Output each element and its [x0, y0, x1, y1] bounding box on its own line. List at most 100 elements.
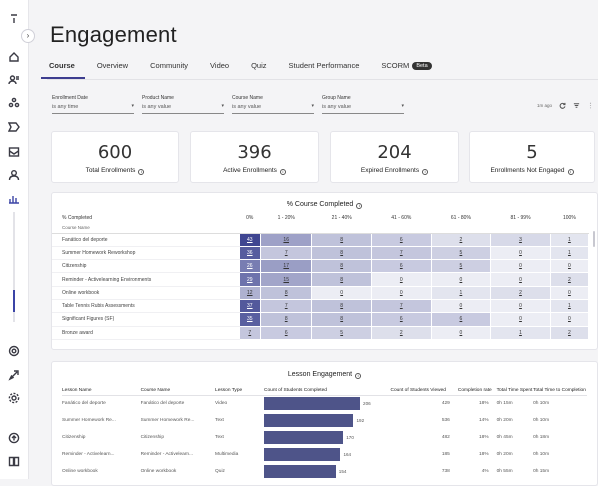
groups-icon[interactable] — [7, 96, 21, 110]
heatmap-cell[interactable]: 7 — [260, 245, 313, 261]
heatmap-col-header[interactable]: 100% — [563, 215, 576, 221]
info-icon[interactable]: i — [356, 203, 363, 209]
info-icon[interactable]: i — [567, 169, 574, 175]
heatmap-cell[interactable]: 16 — [260, 232, 313, 247]
lesson-col-header[interactable]: Course Name — [140, 387, 216, 396]
heatmap-col-header[interactable]: 81 - 99% — [510, 215, 531, 221]
heatmap-cell[interactable]: 6 — [430, 312, 492, 327]
rocket-icon[interactable] — [7, 368, 21, 382]
heatmap-cell[interactable]: 1 — [549, 232, 590, 247]
rail-scroll-track[interactable] — [13, 212, 15, 322]
lesson-col-header[interactable]: Total Time to Completion — [533, 387, 587, 396]
tab-overview[interactable]: Overview — [96, 61, 129, 70]
heatmap-cell[interactable]: 0 — [490, 298, 551, 314]
heatmap-cell[interactable]: 7 — [370, 298, 432, 314]
user-icon[interactable] — [7, 168, 21, 182]
completed-bar[interactable] — [264, 448, 341, 461]
ai-icon[interactable] — [7, 344, 21, 358]
analytics-icon[interactable] — [7, 192, 21, 206]
table-row[interactable]: Fanático del deporte Fanático del deporte… — [62, 395, 587, 412]
heatmap-cell[interactable]: 7 — [238, 325, 262, 340]
heatmap-cell[interactable]: 37 — [238, 298, 262, 314]
more-icon[interactable] — [587, 102, 594, 109]
tab-course[interactable]: Course — [41, 60, 85, 79]
collapse-rail-button[interactable]: › — [21, 29, 35, 43]
heatmap-cell[interactable]: 8 — [311, 298, 372, 314]
info-icon[interactable]: i — [279, 169, 286, 175]
heatmap-cell[interactable]: 6 — [370, 232, 432, 247]
heatmap-cell[interactable]: 5 — [311, 325, 372, 340]
users-icon[interactable] — [7, 73, 21, 87]
lesson-col-header[interactable]: Lesson Type — [215, 387, 265, 396]
heatmap-cell[interactable]: 26 — [238, 259, 262, 274]
filter-icon[interactable] — [573, 102, 580, 109]
heatmap-cell[interactable]: 8 — [260, 285, 313, 300]
heatmap-scrollbar[interactable] — [593, 231, 595, 247]
heatmap-cell[interactable]: 0 — [430, 325, 492, 340]
heatmap-cell[interactable]: 29 — [238, 272, 262, 287]
tab-student-performance[interactable]: Student Performance — [288, 61, 360, 70]
heatmap-col-header[interactable]: 0% — [246, 215, 254, 221]
heatmap-cell[interactable]: 6 — [260, 325, 313, 340]
heatmap-cell[interactable]: 0 — [490, 312, 551, 327]
heatmap-cell[interactable]: 0 — [490, 259, 551, 274]
heatmap-cell[interactable]: 0 — [490, 245, 551, 261]
upload-icon[interactable] — [7, 431, 21, 445]
heatmap-cell[interactable]: 0 — [430, 272, 492, 287]
info-icon[interactable]: i — [355, 373, 362, 379]
heatmap-cell[interactable]: 7 — [260, 298, 313, 314]
courses-icon[interactable] — [7, 120, 21, 134]
settings-icon[interactable] — [7, 391, 21, 405]
book-icon[interactable] — [7, 454, 21, 468]
home-icon[interactable] — [7, 50, 21, 64]
heatmap-cell[interactable]: 1 — [549, 245, 590, 261]
completed-bar[interactable] — [264, 414, 354, 427]
tab-video[interactable]: Video — [210, 61, 230, 70]
filter-enrollment-date-select[interactable]: is any time — [52, 103, 134, 114]
heatmap-cell[interactable]: 8 — [311, 259, 372, 274]
lesson-col-header[interactable]: Count of Students Completed — [264, 387, 391, 396]
heatmap-cell[interactable]: 17 — [260, 259, 313, 274]
heatmap-cell[interactable]: 5 — [430, 245, 492, 261]
heatmap-col-header[interactable]: 21 - 40% — [331, 215, 352, 221]
lesson-col-header[interactable]: Total Time Spent — [496, 387, 534, 396]
heatmap-cell[interactable]: 0 — [311, 285, 372, 300]
lesson-col-header[interactable]: Completion rate — [457, 387, 497, 396]
completed-bar[interactable] — [264, 397, 361, 411]
heatmap-cell[interactable]: 3 — [490, 232, 551, 247]
heatmap-cell[interactable]: 0 — [370, 285, 432, 300]
heatmap-subheader[interactable]: Course Name — [52, 223, 239, 234]
info-icon[interactable]: i — [138, 169, 145, 175]
heatmap-cell[interactable]: 6 — [370, 259, 432, 274]
filter-group-name-select[interactable]: is any value — [322, 103, 404, 114]
lesson-col-header[interactable]: Lesson Name — [62, 387, 141, 396]
heatmap-cell[interactable]: 0 — [549, 285, 590, 300]
heatmap-cell[interactable]: 5 — [430, 259, 492, 274]
table-row[interactable]: Citizenship Citizenship Text 170 482 18% 0h 45… — [62, 429, 587, 446]
heatmap-cell[interactable]: 2 — [370, 325, 432, 340]
heatmap-cell[interactable]: 2 — [549, 325, 590, 340]
tab-scorm[interactable]: SCORM Beta — [381, 60, 432, 76]
heatmap-cell[interactable]: 35 — [238, 312, 262, 327]
tab-quiz[interactable]: Quiz — [251, 61, 267, 70]
heatmap-col-header[interactable]: 1 - 20% — [277, 215, 295, 221]
filter-product-name-select[interactable]: is any value — [142, 103, 224, 114]
heatmap-cell[interactable]: 1 — [430, 285, 492, 300]
heatmap-cell[interactable]: 0 — [370, 272, 432, 287]
heatmap-cell[interactable]: 12 — [238, 285, 262, 300]
heatmap-col-header[interactable]: 41 - 60% — [391, 215, 412, 221]
heatmap-cell[interactable]: 8 — [311, 232, 372, 247]
heatmap-cell[interactable]: 1 — [549, 298, 590, 314]
heatmap-cell[interactable]: 7 — [370, 245, 432, 261]
heatmap-cell[interactable]: 8 — [311, 272, 372, 287]
tab-community[interactable]: Community — [150, 61, 189, 70]
heatmap-cell[interactable]: 8 — [311, 312, 372, 327]
heatmap-cell[interactable]: 0 — [430, 298, 492, 314]
info-icon[interactable]: i — [422, 169, 429, 175]
heatmap-cell[interactable]: 0 — [549, 312, 590, 327]
table-row[interactable]: Summer Homework Re... Summer Homework Re.… — [62, 412, 587, 429]
menu-icon[interactable] — [7, 12, 21, 26]
lesson-col-header[interactable]: Count of Students Viewed — [390, 387, 458, 396]
completed-bar[interactable] — [264, 431, 344, 444]
heatmap-cell[interactable]: 15 — [260, 272, 313, 287]
